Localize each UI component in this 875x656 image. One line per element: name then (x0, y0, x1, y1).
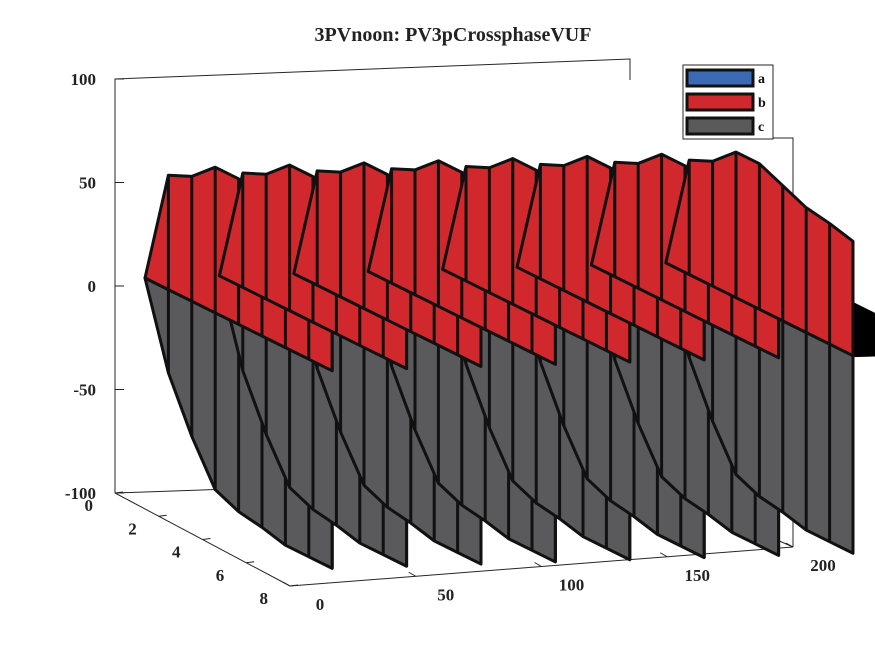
y-tick-label-2: 4 (172, 543, 181, 562)
legend-label-b: b (758, 96, 766, 111)
x-tick-label-4: 200 (810, 556, 836, 575)
legend-label-c: c (758, 120, 764, 135)
x-tick-mark-3 (660, 552, 668, 558)
y-tick-mark-4 (289, 584, 299, 587)
y-tick-mark-2 (202, 538, 211, 540)
y-tick-label-1: 2 (128, 519, 137, 538)
z-tick-label-3: -50 (73, 381, 96, 400)
legend: a b c (682, 64, 774, 140)
x-tick-mark-2 (534, 562, 542, 567)
legend-swatch-c (685, 116, 755, 136)
x-tick-label-2: 100 (559, 576, 585, 595)
y-tick-label-4: 8 (260, 589, 269, 608)
surface-plot (143, 150, 875, 570)
z-tick-label-2: 0 (88, 277, 97, 296)
y-tick-label-3: 6 (216, 566, 225, 585)
y-tick-mark-1 (158, 514, 167, 517)
legend-label-a: a (758, 72, 765, 87)
y-tick-mark-3 (246, 561, 255, 564)
x-tick-mark-4 (785, 542, 794, 548)
x-tick-label-1: 50 (437, 585, 454, 604)
z-tick-label-0: 100 (71, 70, 97, 89)
legend-swatch-b (685, 92, 755, 112)
chart-title: 3PVnoon: PV3pCrossphaseVUF (315, 24, 592, 46)
legend-swatch-a (685, 68, 755, 88)
x-tick-label-3: 150 (685, 566, 711, 585)
z-tick-label-4: -100 (65, 484, 96, 503)
x-tick-label-0: 0 (316, 595, 325, 614)
y-tick-label-0: 0 (85, 496, 94, 515)
x-tick-mark-0 (282, 581, 291, 587)
y-tick-mark-0 (114, 491, 124, 494)
z-tick-label-1: 50 (79, 174, 96, 193)
x-tick-mark-1 (408, 571, 416, 577)
